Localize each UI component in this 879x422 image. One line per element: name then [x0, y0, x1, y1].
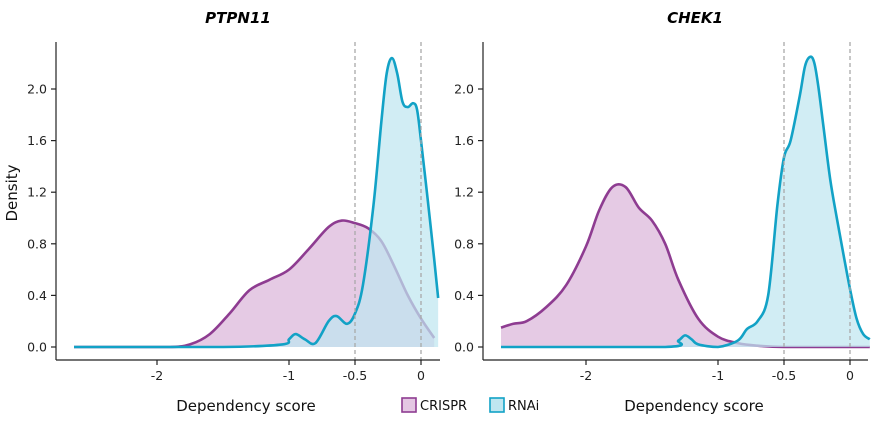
y-tick-label: 1.2 [27, 185, 47, 200]
ptpn11-x-axis-title: Dependency score [176, 397, 316, 415]
y-tick-label: 0.4 [454, 288, 474, 303]
line-rnai-0 [73, 56, 440, 349]
y-tick-label: 0.4 [27, 288, 47, 303]
legend-swatch-rnai [489, 397, 505, 413]
area-crispr-0 [74, 220, 435, 347]
area-rnai-0 [74, 58, 439, 347]
chek1-x-axis-title: Dependency score [624, 397, 764, 415]
x-tick-label: 0 [417, 368, 425, 383]
ptpn11-title: PTPN11 [205, 9, 271, 27]
x-tick-label: -2 [151, 368, 163, 383]
x-tick-label: -0.5 [772, 368, 796, 383]
ptpn11-panel: PTPN11 Density Dependency score 0.0 0.4 0.… [3, 9, 440, 415]
legend: CRISPR RNAi [401, 397, 539, 414]
y-tick-label: 1.6 [454, 133, 474, 148]
x-tick-label: -1 [712, 368, 724, 383]
area-rnai-1 [501, 56, 870, 347]
line-rnai-1 [500, 55, 871, 349]
legend-swatch-crispr [401, 397, 417, 413]
y-tick-label: 1.6 [27, 133, 47, 148]
y-tick-label: 0.8 [27, 236, 47, 251]
area-crispr-1 [501, 184, 870, 347]
y-tick-label: 0.0 [454, 340, 474, 355]
y-axis-title: Density [3, 164, 21, 221]
y-tick-label: 2.0 [454, 82, 474, 97]
y-tick-label: 2.0 [27, 82, 47, 97]
chek1-panel: CHEK1 Dependency score 0.0 0.4 0.8 1.2 1.6 2.… [454, 9, 871, 415]
plot-area [73, 42, 440, 363]
x-tick-label: 0 [846, 368, 854, 383]
y-tick-label: 0.0 [27, 340, 47, 355]
chek1-title: CHEK1 [667, 9, 723, 27]
plot-area [500, 42, 871, 363]
y-tick-label: 0.8 [454, 236, 474, 251]
x-tick-label: -2 [580, 368, 592, 383]
y-tick-label: 1.2 [454, 185, 474, 200]
legend-label-crispr: CRISPR [420, 399, 467, 414]
legend-label-rnai: RNAi [508, 399, 539, 414]
x-tick-label: -1 [283, 368, 295, 383]
x-tick-label: -0.5 [343, 368, 367, 383]
